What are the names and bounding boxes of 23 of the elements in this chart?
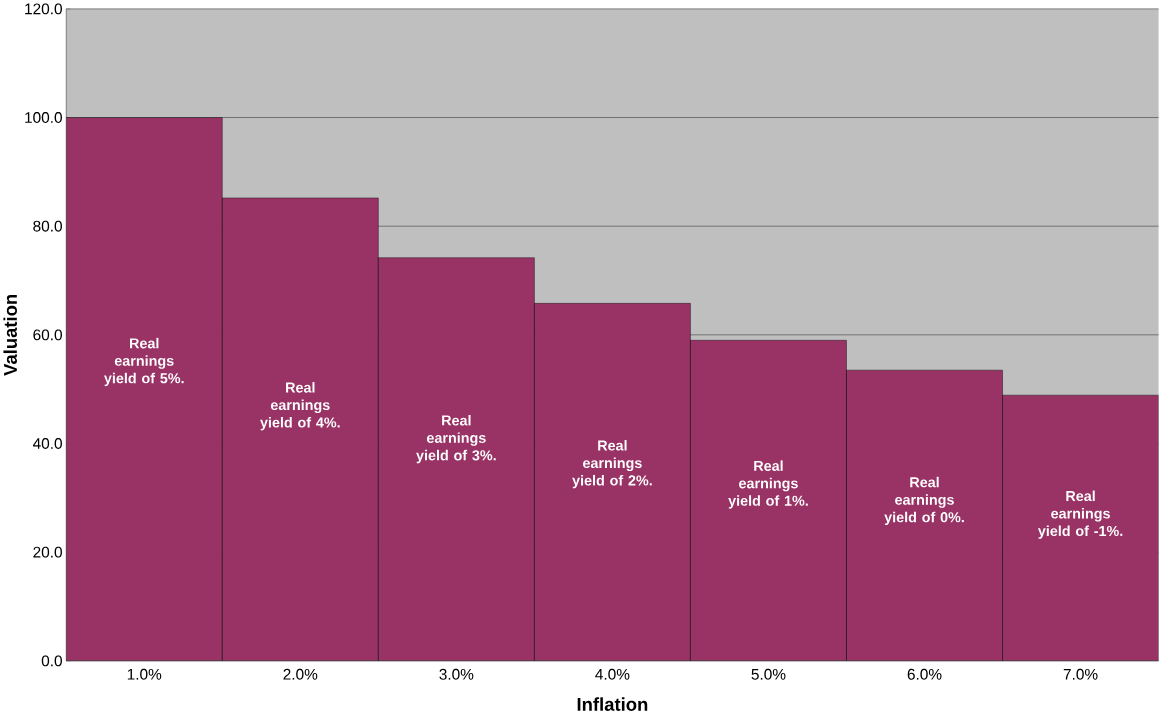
x-axis-title: Inflation: [577, 697, 648, 711]
annotation: Real earnings yield of 3%.: [416, 414, 496, 464]
x-tick-label: 2.0%: [283, 668, 318, 680]
y-tick-label: 100.0: [25, 111, 62, 123]
y-axis-title: Valuation: [3, 294, 17, 376]
y-tick-label: 40.0: [32, 437, 62, 449]
x-tick-label: 7.0%: [1063, 668, 1098, 680]
y-tick-label: 20.0: [33, 546, 62, 558]
annotation: Real earnings yield of 1%.: [728, 460, 808, 509]
y-tick-label: 60.0: [33, 329, 62, 341]
x-tick-label: 4.0%: [595, 668, 630, 680]
y-tick-label: 80.0: [33, 220, 62, 232]
annotation: Real earnings yield of 0%.: [884, 476, 964, 525]
y-tick-label: 120.0: [25, 3, 62, 15]
y-tick-label: 0.0: [41, 655, 62, 667]
x-tick-label: 1.0%: [127, 668, 162, 680]
annotation: Real earnings yield of -1%.: [1037, 490, 1123, 539]
annotation: Real earnings yield of 2%.: [572, 439, 652, 489]
x-tick-label: 6.0%: [907, 668, 942, 680]
annotation: Real earnings yield of 4%.: [260, 381, 340, 431]
x-tick-label: 5.0%: [751, 668, 786, 680]
annotation: Real earnings yield of 5%.: [104, 337, 184, 387]
x-tick-label: 3.0%: [439, 668, 474, 680]
